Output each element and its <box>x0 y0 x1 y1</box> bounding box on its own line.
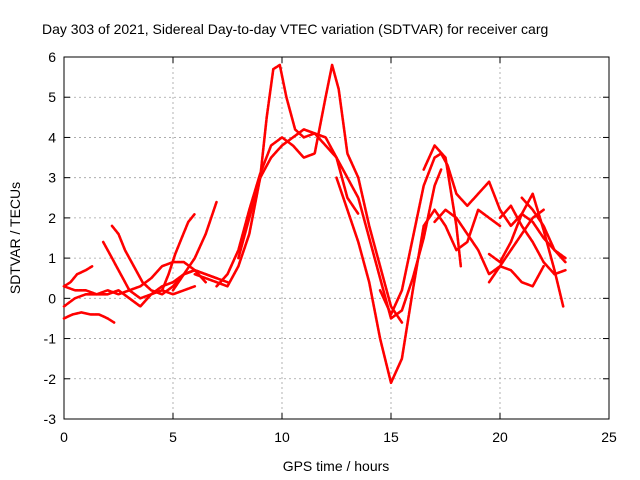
y-axis-label: SDTVAR / TECUs <box>7 182 23 294</box>
y-tick-label: 0 <box>48 290 56 306</box>
y-tick-label: 6 <box>48 49 56 65</box>
series-line-8 <box>171 200 218 292</box>
x-tick-labels: 0 5 10 15 20 25 <box>60 429 617 445</box>
plot-frame <box>63 56 610 420</box>
x-axis-label: GPS time / hours <box>283 458 390 474</box>
x-tick-label: 10 <box>274 429 290 445</box>
series-line-4 <box>62 260 207 308</box>
chart-title: Day 303 of 2021, Sidereal Day-to-day VTE… <box>42 21 548 37</box>
x-tick-label: 25 <box>601 429 617 445</box>
x-tick-label: 20 <box>492 429 508 445</box>
x-tick-label: 15 <box>383 429 399 445</box>
series-line-1 <box>62 311 116 324</box>
series-line-11 <box>237 128 443 320</box>
series-line-18 <box>520 196 567 264</box>
series-line-19 <box>487 264 545 288</box>
series-line-9 <box>193 63 360 288</box>
y-tick-label: -2 <box>44 371 57 387</box>
series-line-15 <box>433 208 545 276</box>
series-line-12 <box>335 176 502 385</box>
x-tick-label: 0 <box>60 429 68 445</box>
series-line-13 <box>378 152 567 316</box>
y-tick-label: 5 <box>48 89 56 105</box>
y-tick-label: 2 <box>48 210 56 226</box>
data-series <box>62 63 567 385</box>
y-tick-label: -3 <box>44 411 57 427</box>
series-line-14 <box>422 144 463 268</box>
axis-ticks <box>63 56 610 420</box>
series-line-3 <box>62 268 229 308</box>
y-tick-label: -1 <box>44 331 57 347</box>
y-tick-label: 1 <box>48 250 56 266</box>
series-line-7 <box>160 212 197 292</box>
y-tick-label: 4 <box>48 129 56 145</box>
x-tick-label: 5 <box>169 429 177 445</box>
y-tick-label: 3 <box>48 170 56 186</box>
series-line-17 <box>498 204 567 276</box>
series-line-10 <box>215 63 404 324</box>
y-tick-labels: -3 -2 -1 0 1 2 3 4 5 6 <box>44 49 57 427</box>
series-line-2 <box>62 264 94 288</box>
grid-lines <box>64 57 609 419</box>
series-line-6 <box>101 240 197 300</box>
